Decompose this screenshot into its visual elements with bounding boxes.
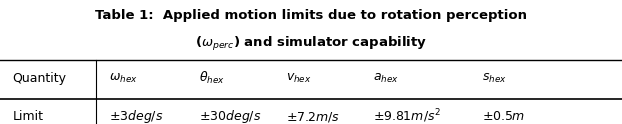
- Text: $\omega_{hex}$: $\omega_{hex}$: [109, 72, 137, 85]
- Text: $a_{hex}$: $a_{hex}$: [373, 72, 399, 85]
- Text: $\pm9.81m/s^2$: $\pm9.81m/s^2$: [373, 108, 441, 124]
- Text: $\pm0.5m$: $\pm0.5m$: [482, 110, 525, 123]
- Text: $\pm7.2m/s$: $\pm7.2m/s$: [286, 110, 340, 124]
- Text: $s_{hex}$: $s_{hex}$: [482, 72, 507, 85]
- Text: $\theta_{hex}$: $\theta_{hex}$: [199, 70, 225, 86]
- Text: $\pm3deg/s$: $\pm3deg/s$: [109, 108, 164, 124]
- Text: $\pm30deg/s$: $\pm30deg/s$: [199, 108, 261, 124]
- Text: Limit: Limit: [12, 110, 44, 123]
- Text: $v_{hex}$: $v_{hex}$: [286, 72, 312, 85]
- Text: Table 1:  Applied motion limits due to rotation perception: Table 1: Applied motion limits due to ro…: [95, 9, 527, 22]
- Text: Quantity: Quantity: [12, 72, 67, 85]
- Text: ($\omega_{perc}$) and simulator capability: ($\omega_{perc}$) and simulator capabili…: [195, 35, 427, 53]
